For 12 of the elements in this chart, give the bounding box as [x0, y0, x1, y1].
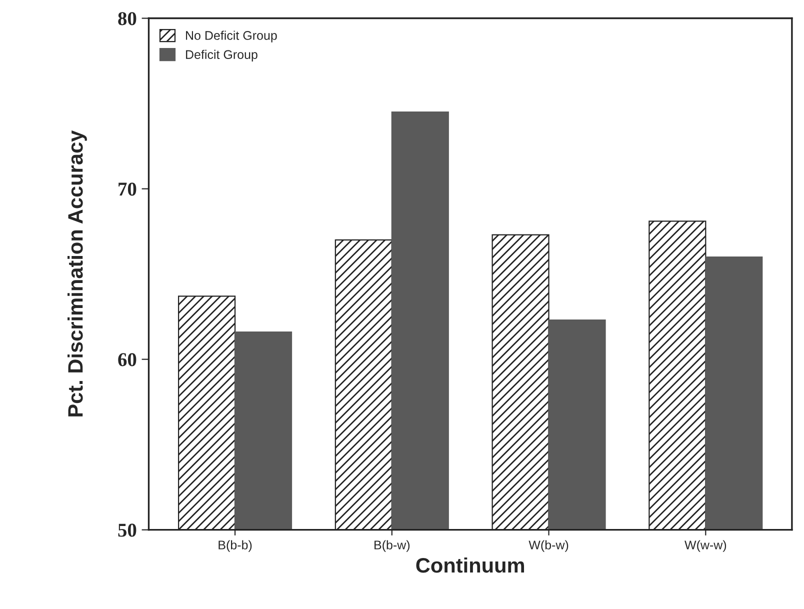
x-tick-label: B(b-w)	[374, 540, 410, 552]
legend-label: No Deficit Group	[186, 30, 277, 42]
x-tick-label: W(w-w)	[684, 540, 726, 552]
legend-label: Deficit Group	[186, 50, 258, 62]
y-tick-label: 80	[118, 12, 136, 26]
x-tick-label: B(b-b)	[218, 540, 252, 552]
x-axis-title: Continuum	[416, 557, 524, 573]
y-tick-label: 50	[118, 524, 136, 537]
y-tick-label: 70	[118, 182, 136, 196]
y-tick-label: 60	[118, 353, 136, 366]
y-axis-title: Pct. Discrimination Accuracy	[68, 130, 87, 416]
x-tick-label: W(b-w)	[528, 540, 568, 552]
